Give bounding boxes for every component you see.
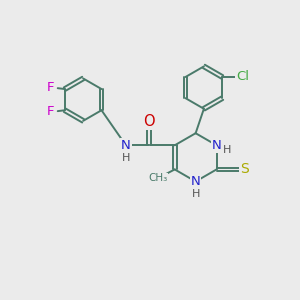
Text: H: H (223, 145, 231, 155)
Text: O: O (143, 114, 154, 129)
Text: N: N (212, 139, 221, 152)
Text: F: F (47, 81, 55, 94)
Text: CH₃: CH₃ (148, 173, 167, 183)
Text: F: F (47, 105, 55, 118)
Text: Cl: Cl (236, 70, 249, 83)
Text: N: N (121, 139, 131, 152)
Text: H: H (122, 153, 130, 163)
Text: H: H (191, 190, 200, 200)
Text: S: S (240, 162, 249, 176)
Text: N: N (191, 175, 200, 188)
